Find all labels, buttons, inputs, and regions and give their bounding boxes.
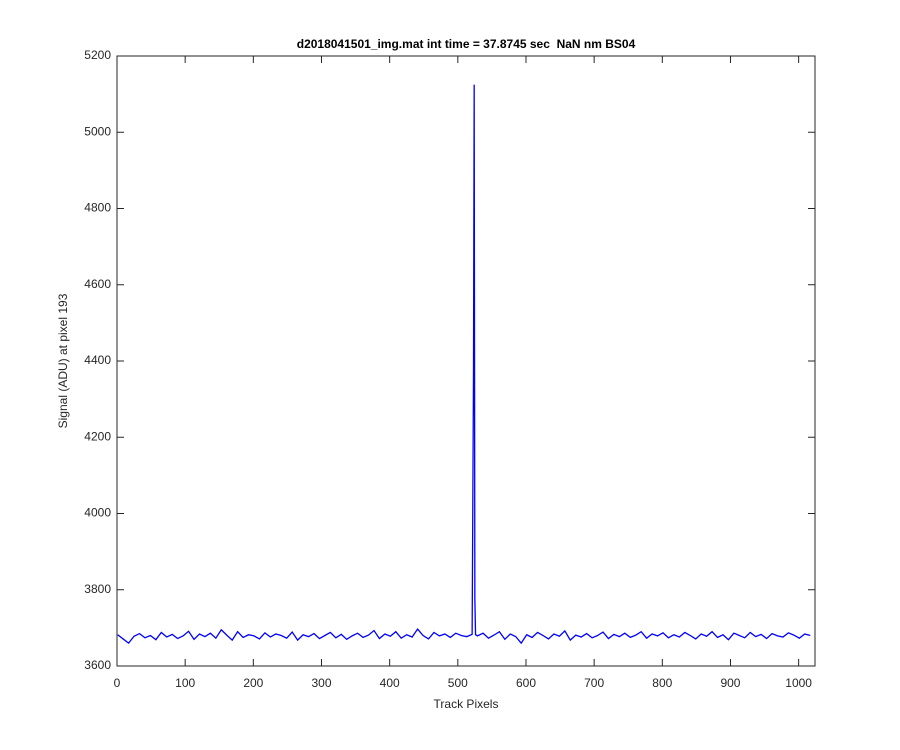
- axes-box: [116, 55, 816, 667]
- x-tick-label: 800: [652, 676, 672, 690]
- y-tick-label: 4000: [84, 506, 111, 520]
- x-tick-label: 1000: [785, 676, 812, 690]
- y-axis-label: Signal (ADU) at pixel 193: [56, 293, 70, 428]
- x-tick-label: 400: [380, 676, 400, 690]
- y-tick-label: 3800: [84, 582, 111, 596]
- x-tick-label: 100: [175, 676, 195, 690]
- y-tick-label: 3600: [84, 658, 111, 672]
- x-axis-label: Track Pixels: [434, 697, 499, 711]
- y-tick-label: 4200: [84, 429, 111, 443]
- x-tick-label: 300: [311, 676, 331, 690]
- y-tick-label: 5000: [84, 124, 111, 138]
- x-tick-label: 700: [584, 676, 604, 690]
- data-line: [117, 84, 811, 645]
- x-tick-label: 900: [720, 676, 740, 690]
- y-tick-label: 4800: [84, 201, 111, 215]
- x-tick-label: 200: [243, 676, 263, 690]
- y-tick-label: 4400: [84, 353, 111, 367]
- y-tick-label: 5200: [84, 48, 111, 62]
- chart-title: d2018041501_img.mat int time = 37.8745 s…: [297, 37, 636, 51]
- x-tick-label: 600: [516, 676, 536, 690]
- x-tick-label: 0: [114, 676, 121, 690]
- y-tick-label: 4600: [84, 277, 111, 291]
- x-tick-label: 500: [448, 676, 468, 690]
